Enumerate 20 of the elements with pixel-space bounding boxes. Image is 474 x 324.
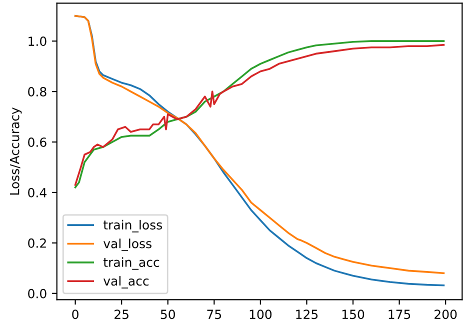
x-tick-label: 175 <box>388 310 410 320</box>
x-tick-label: 75 <box>207 310 222 320</box>
y-tick-label: 0.8 <box>28 87 46 96</box>
y-tick-label: 0.0 <box>28 288 46 298</box>
y-tick-label: 1.0 <box>28 36 46 46</box>
x-tick-label: 0 <box>72 310 78 320</box>
legend-label: val_loss <box>104 238 152 252</box>
x-tick-label: 100 <box>250 310 272 320</box>
legend-label: val_acc <box>104 276 149 288</box>
y-tick-label: 0.4 <box>28 188 46 198</box>
y-axis-title: Loss/Accuracy <box>10 107 22 195</box>
x-tick-label: 125 <box>296 310 318 320</box>
x-tick-label: 200 <box>434 310 457 320</box>
legend-label: train_acc <box>103 257 160 270</box>
x-tick-label: 50 <box>160 310 175 320</box>
x-tick-label: 150 <box>342 310 364 320</box>
x-tick-label: 25 <box>114 310 128 320</box>
y-tick-label: 0.2 <box>28 238 46 248</box>
y-tick-label: 0.6 <box>28 137 46 147</box>
legend-label: train_loss <box>103 220 162 232</box>
